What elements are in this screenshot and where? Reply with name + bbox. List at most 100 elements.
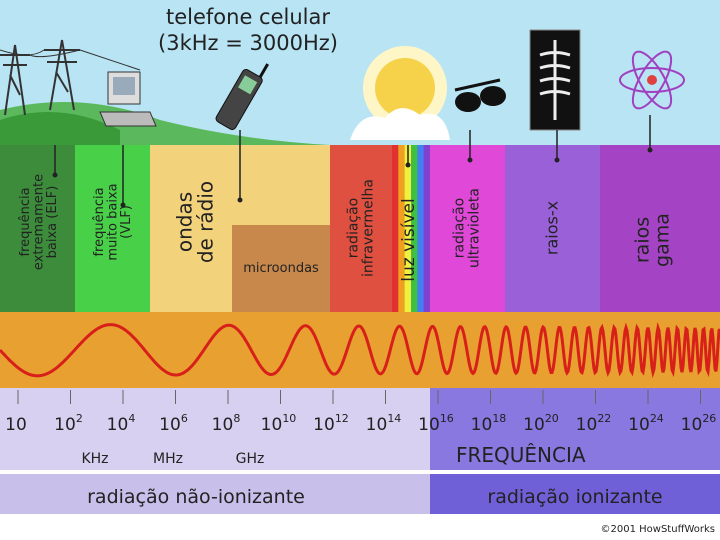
band-label-line: gama <box>652 213 674 267</box>
band-label: frequênciaextremamentebaixa (ELF) <box>18 174 60 270</box>
tick-exponent: 24 <box>650 412 664 425</box>
pointer-dot <box>120 202 126 208</box>
band-label-line: baixa (ELF) <box>45 186 60 259</box>
tick-label: 108 <box>212 412 241 435</box>
tick-base: 10 <box>212 415 234 435</box>
region-label: radiação não-ionizante <box>87 486 305 508</box>
tick-base: 10 <box>313 415 335 435</box>
region-label: radiação ionizante <box>487 486 662 508</box>
tick-exponent: 6 <box>181 412 188 425</box>
tick-label: 1014 <box>366 412 402 435</box>
ionizing-panel <box>430 474 720 514</box>
tick-label: 1016 <box>418 412 454 435</box>
band-label: radiaçãoinfravermelha <box>346 179 377 277</box>
band-label-line: ultravioleta <box>466 188 482 268</box>
pointer-dot <box>647 147 653 153</box>
tick-base: 10 <box>628 415 650 435</box>
band <box>0 145 75 312</box>
tick-base: 10 <box>54 415 76 435</box>
band-label-line: infravermelha <box>360 179 376 277</box>
tick-label: 106 <box>159 412 188 435</box>
tick-label: 104 <box>107 412 136 435</box>
title: telefone celular <box>166 5 330 29</box>
tick-exponent: 2 <box>76 412 83 425</box>
band-label: radiaçãoultravioleta <box>452 188 483 268</box>
tick-label: 102 <box>54 412 83 435</box>
band-stripe <box>417 145 425 312</box>
pointer-dot <box>467 157 473 163</box>
band <box>330 145 392 312</box>
band-stripe <box>392 145 399 312</box>
high-panel <box>430 388 720 470</box>
band-label: frequênciamuito baixa(VLF) <box>92 183 134 260</box>
band <box>430 145 505 312</box>
band-label-line: raios-x <box>543 201 562 255</box>
low-panel <box>0 388 430 470</box>
tick-label: 1018 <box>471 412 507 435</box>
pointer-dot <box>405 162 411 168</box>
band-stripe <box>411 145 418 312</box>
tick-exponent: 18 <box>492 412 506 425</box>
tick-exponent: 14 <box>387 412 401 425</box>
pointer-dot <box>52 172 58 178</box>
xray-icon <box>529 29 581 131</box>
frequency-ticks: 10 102 104 106 108 1010 1012 1014 1016 1018 1020 10… <box>5 390 716 435</box>
band-label-line: extremamente <box>32 174 47 270</box>
band <box>505 145 600 312</box>
wave <box>0 321 720 379</box>
band-label-line: frequência <box>92 187 107 256</box>
atom-icon <box>619 50 685 110</box>
tick-label: 1022 <box>576 412 612 435</box>
credit: ©2001 HowStuffWorks <box>601 524 715 535</box>
footer <box>0 514 720 540</box>
tick-base: 10 <box>107 415 129 435</box>
unit-label: KHz <box>81 451 108 467</box>
axis-label: FREQUÊNCIA <box>456 443 586 467</box>
band-label-line: radiação <box>346 198 362 259</box>
tick-exponent: 4 <box>128 412 135 425</box>
tick-base: 10 <box>576 415 598 435</box>
band-label: microondas <box>243 261 319 276</box>
sun-icon <box>350 46 450 140</box>
hill <box>0 112 120 150</box>
tick-exponent: 22 <box>597 412 611 425</box>
computer-icon <box>99 71 157 127</box>
subtitle: (3kHz = 3000Hz) <box>158 31 338 55</box>
tick-base: 10 <box>366 415 388 435</box>
band-label: raiosgama <box>632 213 674 267</box>
tick-label: 1026 <box>681 412 717 435</box>
tick-label: 1020 <box>523 412 559 435</box>
band-label-line: muito baixa <box>106 183 121 260</box>
tick-base: 10 <box>418 415 440 435</box>
tick-base: 10 <box>159 415 181 435</box>
non-ionizing-panel <box>0 474 430 514</box>
band-label: raios-x <box>543 201 562 255</box>
unit-label: GHz <box>236 451 265 467</box>
phone-icon <box>215 63 269 131</box>
tick-label: 1012 <box>313 412 349 435</box>
tick-base: 10 <box>471 415 493 435</box>
tick-exponent: 26 <box>702 412 716 425</box>
tick-exponent: 8 <box>233 412 240 425</box>
band-label-line: luz visível <box>399 198 419 281</box>
tick-exponent: 16 <box>440 412 454 425</box>
band-label-line: ondas <box>173 192 197 252</box>
pylons <box>0 39 141 116</box>
band <box>232 225 330 312</box>
band-label-line: radiação <box>452 198 468 259</box>
band-stripe <box>404 145 412 312</box>
band-label-line: (VLF) <box>119 205 134 239</box>
tick-base: 10 <box>261 415 283 435</box>
tick-base: 10 <box>5 415 27 435</box>
pointer-dot <box>554 157 560 163</box>
tick-label: 1010 <box>261 412 297 435</box>
tick-base: 10 <box>523 415 545 435</box>
unit-label: MHz <box>153 451 183 467</box>
tick-exponent: 20 <box>545 412 559 425</box>
band-label: luz visível <box>399 198 419 281</box>
band <box>600 145 720 312</box>
band-stripe <box>423 145 431 312</box>
band-label-line: de rádio <box>194 181 218 263</box>
band-label-line: frequência <box>18 187 33 256</box>
